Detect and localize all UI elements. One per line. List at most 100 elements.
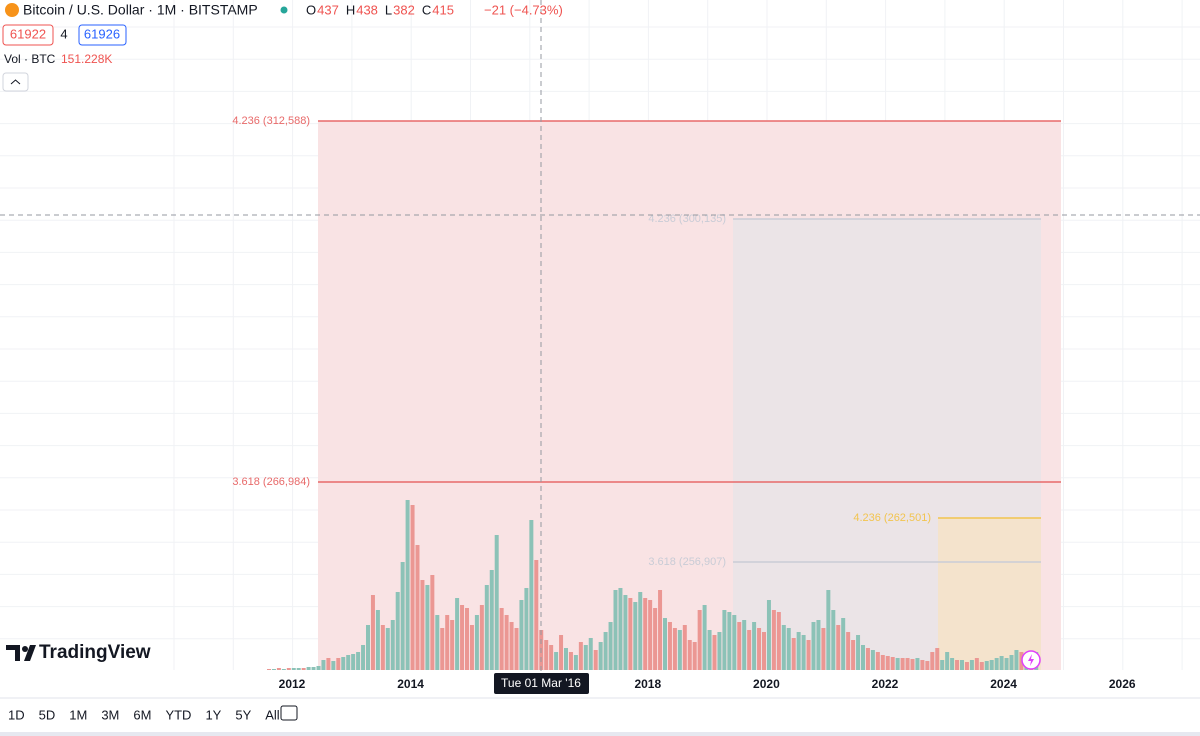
- volume-bar: [306, 667, 311, 670]
- volume-bar: [811, 622, 816, 670]
- x-tick-label: 2024: [990, 677, 1017, 691]
- volume-bar: [677, 630, 682, 670]
- volume-bar: [450, 620, 455, 670]
- volume-bar: [994, 658, 999, 670]
- volume-bar: [826, 590, 831, 670]
- volume-bar: [806, 640, 811, 670]
- volume-bar: [583, 645, 588, 670]
- volume-bar: [400, 562, 405, 670]
- volume-bar: [291, 668, 296, 670]
- volume-bar: [361, 645, 366, 670]
- volume-bar: [950, 658, 955, 670]
- volume-bar: [311, 667, 316, 670]
- volume-bar: [771, 610, 776, 670]
- logo[interactable]: TradingView: [39, 642, 151, 663]
- volume-bar: [801, 635, 806, 670]
- x-tick-label: 2022: [872, 677, 899, 691]
- volume-bar: [643, 598, 648, 670]
- crosshair-date: Tue 01 Mar '16: [501, 676, 581, 690]
- ohlc-value: 438: [356, 2, 378, 17]
- volume-bar: [752, 622, 757, 670]
- volume-bar: [559, 635, 564, 670]
- volume-bar: [880, 655, 885, 670]
- ohlc-key: O: [306, 2, 316, 17]
- toolbar: 1D 5D 1M 3M 6M YTD 1Y 5Y All: [8, 707, 280, 722]
- logo-mark: [6, 645, 36, 661]
- buy-price[interactable]: 61926: [84, 26, 120, 41]
- volume-bar: [742, 620, 747, 670]
- volume-bar: [603, 632, 608, 670]
- volume-bar: [469, 625, 474, 670]
- volume-bar: [712, 635, 717, 670]
- x-tick-label: 2018: [634, 677, 661, 691]
- range-button[interactable]: All: [265, 707, 280, 722]
- volume-bar: [351, 654, 356, 670]
- volume-bar: [593, 650, 598, 670]
- spread: 4: [60, 26, 67, 41]
- volume-bar: [568, 652, 573, 670]
- range-button[interactable]: 6M: [133, 707, 151, 722]
- ohlc-value: 415: [432, 2, 454, 17]
- fib-label: 3.618 (266,984): [232, 476, 310, 488]
- volume-bar: [534, 560, 539, 670]
- ohlc-key: C: [422, 2, 431, 17]
- fib-zone-yellow: [938, 518, 1041, 670]
- volume-bar: [638, 592, 643, 670]
- volume-bar: [925, 661, 930, 670]
- volume-bar: [455, 598, 460, 670]
- volume-bar: [425, 585, 430, 670]
- range-button[interactable]: 3M: [101, 707, 119, 722]
- range-button[interactable]: 1Y: [205, 707, 221, 722]
- range-button[interactable]: YTD: [165, 707, 191, 722]
- volume-bar: [786, 628, 791, 670]
- range-button[interactable]: 5D: [39, 707, 56, 722]
- volume-bar: [356, 652, 361, 670]
- change: −21 (−4.73%): [484, 2, 563, 17]
- volume-label: Vol · BTC: [4, 52, 56, 66]
- volume-bar: [722, 610, 727, 670]
- volume-bar: [905, 658, 910, 670]
- range-button[interactable]: 1M: [69, 707, 87, 722]
- volume-bar: [796, 632, 801, 670]
- volume-bar: [445, 615, 450, 670]
- volume-value: 151.228K: [61, 52, 112, 66]
- volume-bar: [885, 656, 890, 670]
- volume-bar: [974, 658, 979, 670]
- volume-bar: [984, 661, 989, 670]
- volume-bar: [955, 660, 960, 670]
- range-button[interactable]: 5Y: [235, 707, 251, 722]
- date-range-icon[interactable]: [280, 705, 298, 721]
- volume-bar: [945, 652, 950, 670]
- volume-bar: [341, 657, 346, 670]
- volume-bar: [385, 628, 390, 670]
- sell-price[interactable]: 61922: [10, 26, 46, 41]
- volume-bar: [410, 505, 415, 670]
- volume-bar: [920, 660, 925, 670]
- volume-bar: [890, 657, 895, 670]
- volume-bar: [623, 595, 628, 670]
- sell-button[interactable]: [2, 24, 54, 46]
- buy-button[interactable]: [78, 24, 127, 46]
- symbol[interactable]: Bitcoin / U.S. Dollar · 1M · BITSTAMP: [23, 2, 258, 18]
- range-button[interactable]: 1D: [8, 707, 25, 722]
- volume-bar: [856, 635, 861, 670]
- chevron: [10, 79, 21, 85]
- volume-bar: [1014, 650, 1019, 670]
- collapse-button[interactable]: [2, 72, 29, 92]
- fib-label: 3.618 (256,907): [648, 556, 726, 568]
- volume-bar: [762, 632, 766, 670]
- volume-bar: [276, 668, 281, 670]
- bottom-bar: [0, 732, 1200, 736]
- volume-bar: [648, 600, 653, 670]
- ohlc-value: 437: [317, 2, 339, 17]
- volume-bar: [870, 650, 875, 670]
- volume-bar: [296, 668, 301, 670]
- volume-bar: [930, 652, 935, 670]
- volume-bar: [440, 628, 445, 670]
- x-tick-label: 2012: [279, 677, 306, 691]
- volume-bar: [964, 662, 969, 670]
- volume-bar: [1009, 655, 1014, 670]
- volume-bar: [717, 632, 722, 670]
- volume-bar: [336, 658, 341, 670]
